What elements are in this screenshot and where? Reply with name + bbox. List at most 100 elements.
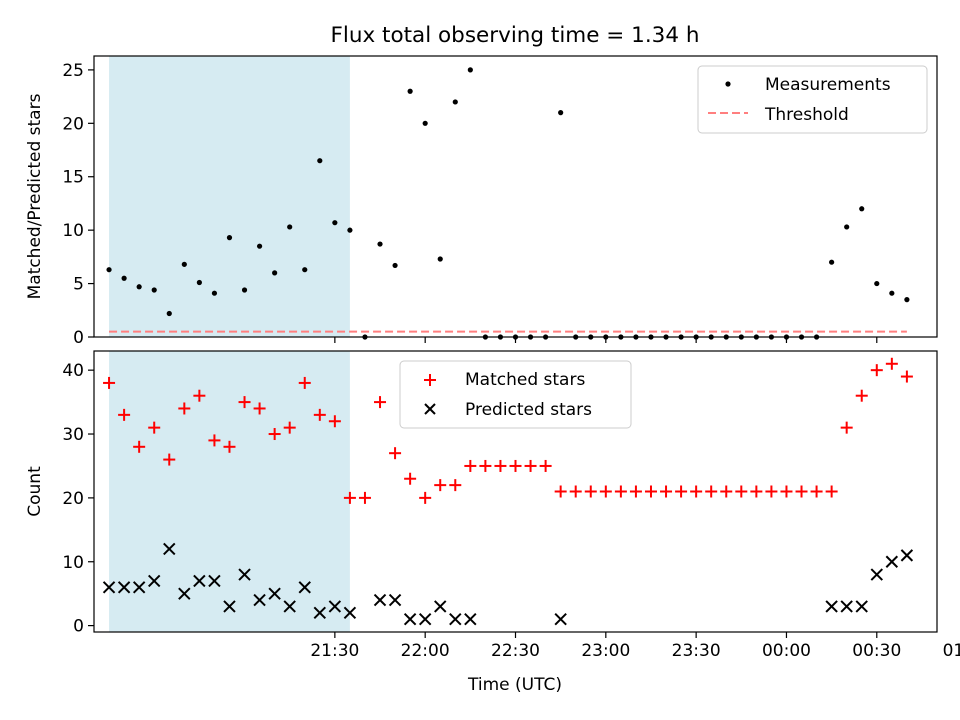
top-y-tick-label: 10 [62,221,84,241]
predicted-star-point [193,574,206,588]
top-legend-box [697,65,928,134]
matched-star-point [118,408,131,421]
predicted-star-point [178,587,191,600]
bottom-y-ticks: 0 10 20 30 40 [62,361,94,637]
top-x-ticks [334,337,878,343]
measurement-point [829,259,835,265]
predicted-star-point [855,600,868,613]
predicted-star-point [343,606,357,620]
measurement-point [452,99,458,105]
bottom-y-axis-label: Count [25,466,45,517]
matched-star-point [870,364,883,377]
top-observing-window [109,56,350,337]
bottom-legend-box [399,360,632,429]
measurement-point [317,158,323,164]
x-tick-label: 21:30 [310,641,359,661]
matched-star-point [238,396,251,409]
predicted-star-point [238,568,251,581]
predicted-star-point [870,568,883,581]
matched-star-point [554,485,567,498]
top-y-ticks: 0 5 10 15 20 25 [62,61,94,348]
measurement-point [558,110,564,116]
x-tick-label: 00:30 [852,641,901,661]
predicted-star-point [464,613,477,626]
matched-star-point [795,485,808,498]
top-y-tick-label: 0 [73,328,84,348]
matched-star-point [705,485,718,498]
matched-star-point [389,447,402,460]
matched-star-point [720,485,733,498]
matched-star-point [193,389,206,402]
bot-y-tick-label: 30 [62,425,84,445]
matched-star-point [133,440,146,453]
matched-star-point [584,485,597,498]
predicted-star-point [117,581,131,594]
matched-star-point [223,440,236,453]
x-tick-label: 00:00 [762,641,811,661]
top-y-tick-label: 15 [62,168,84,188]
predicted-star-point [253,593,266,607]
matched-star-point [690,485,703,498]
measurement-point [287,224,293,230]
predicted-star-point [313,606,327,620]
matched-star-point [825,485,838,498]
top-y-axis-label: Matched/Predicted stars [25,93,45,299]
measurement-point [196,279,202,286]
measurement-point [272,270,278,276]
predicted-star-point [268,587,281,600]
matched-star-point [253,402,266,415]
measurement-point [874,280,880,287]
bottom-legend: Matched stars Predicted stars [399,360,632,429]
matched-star-point [419,491,432,504]
matched-star-point [614,485,627,498]
bot-y-tick-label: 10 [62,553,84,573]
top-y-tick-label: 5 [73,275,84,295]
x-tick-label: 01:00 [943,641,960,661]
matched-star-point [539,459,552,472]
legend-predicted-label: Predicted stars [465,400,592,420]
measurement-point [136,284,142,290]
measurement-point [377,241,383,247]
predicted-star-point [840,600,853,613]
matched-star-point [780,485,793,498]
matched-star-point [810,485,823,498]
matched-star-point [660,485,673,498]
x-tick-label: 23:00 [581,641,630,661]
measurement-point [211,290,218,296]
measurement-point [904,297,910,303]
measurement-point [859,206,865,212]
measurement-point [106,267,112,273]
matched-star-point [479,459,492,472]
predicted-star-point [434,600,447,613]
bot-y-tick-label: 40 [62,361,84,381]
measurement-point [844,224,850,230]
legend-predicted-marker [424,403,436,415]
matched-star-point [644,485,657,498]
measurement-point [241,287,248,293]
measurement-point [422,120,428,126]
measurement-point [332,220,338,226]
matched-star-point [434,479,447,492]
predicted-star-point [554,613,567,626]
matched-star-point [148,421,161,434]
matched-star-point [208,434,221,447]
predicted-star-point [298,581,311,594]
predicted-star-points [102,542,914,626]
matched-star-point [900,370,913,383]
matched-star-point [840,421,853,434]
measurement-point [121,275,127,281]
predicted-star-point [449,613,462,626]
predicted-star-point [208,574,221,588]
predicted-star-point [328,600,342,613]
matched-star-point [178,402,191,415]
legend-measurement-marker [725,81,731,87]
predicted-star-point [283,600,296,613]
matched-star-point [735,485,748,498]
predicted-star-point [163,542,176,556]
predicted-star-point [148,574,161,588]
bot-y-tick-label: 0 [73,617,84,637]
matched-star-point [298,376,311,389]
bot-y-tick-label: 20 [62,489,84,509]
matched-star-points [103,357,913,504]
